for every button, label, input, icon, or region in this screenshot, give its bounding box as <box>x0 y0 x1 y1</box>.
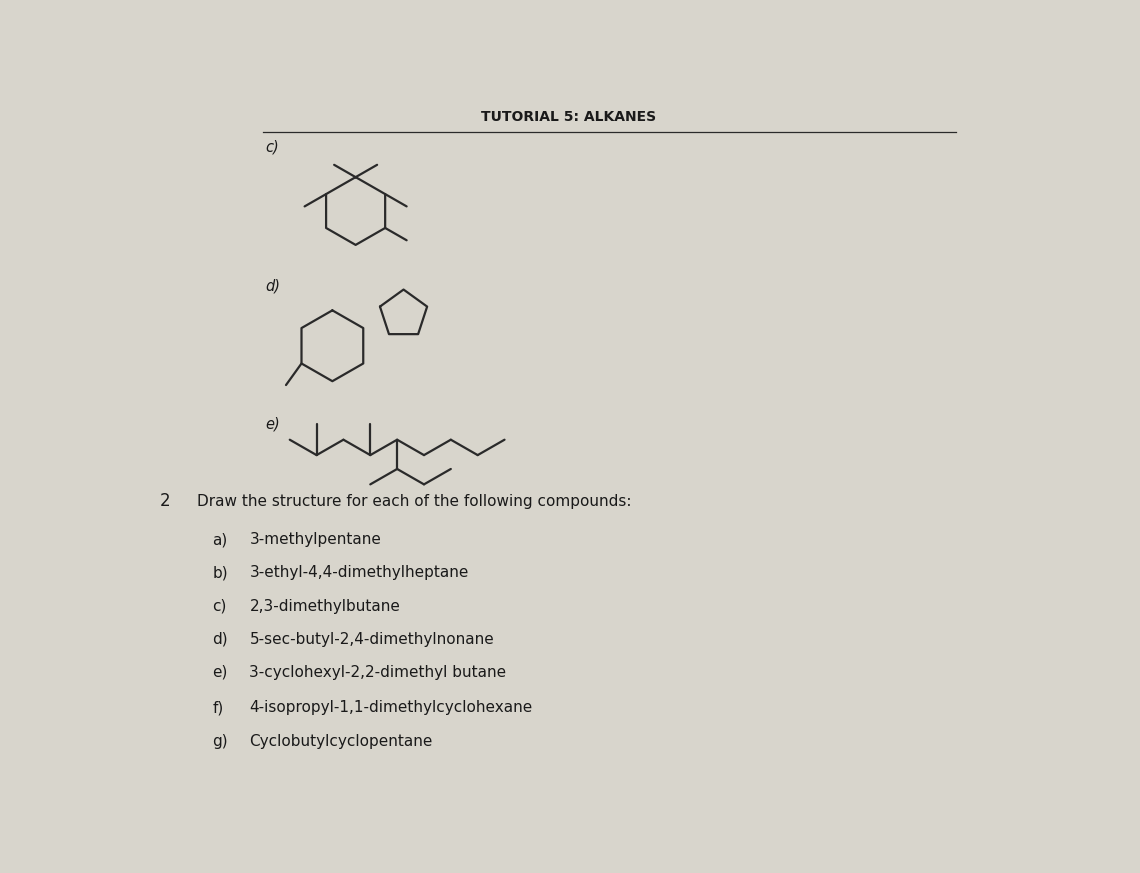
Text: c): c) <box>212 599 227 614</box>
Text: 3-methylpentane: 3-methylpentane <box>250 533 381 547</box>
Text: f): f) <box>212 700 223 715</box>
Text: TUTORIAL 5: ALKANES: TUTORIAL 5: ALKANES <box>481 110 657 124</box>
Text: 3-cyclohexyl-2,2-dimethyl butane: 3-cyclohexyl-2,2-dimethyl butane <box>250 664 506 680</box>
Text: 3-ethyl-4,4-dimethylheptane: 3-ethyl-4,4-dimethylheptane <box>250 566 469 581</box>
Text: c): c) <box>264 140 278 155</box>
Text: 2,3-dimethylbutane: 2,3-dimethylbutane <box>250 599 400 614</box>
Text: e): e) <box>212 664 228 680</box>
Text: 5-sec-butyl-2,4-dimethylnonane: 5-sec-butyl-2,4-dimethylnonane <box>250 632 495 647</box>
Text: b): b) <box>212 566 228 581</box>
Text: a): a) <box>212 533 228 547</box>
Text: e): e) <box>264 416 279 432</box>
Text: 2: 2 <box>160 492 170 511</box>
Text: d): d) <box>264 278 280 293</box>
Text: d): d) <box>212 632 228 647</box>
Text: Draw the structure for each of the following compounds:: Draw the structure for each of the follo… <box>197 494 632 509</box>
Text: g): g) <box>212 734 228 749</box>
Text: 4-isopropyl-1,1-dimethylcyclohexane: 4-isopropyl-1,1-dimethylcyclohexane <box>250 700 532 715</box>
Text: Cyclobutylcyclopentane: Cyclobutylcyclopentane <box>250 734 433 749</box>
